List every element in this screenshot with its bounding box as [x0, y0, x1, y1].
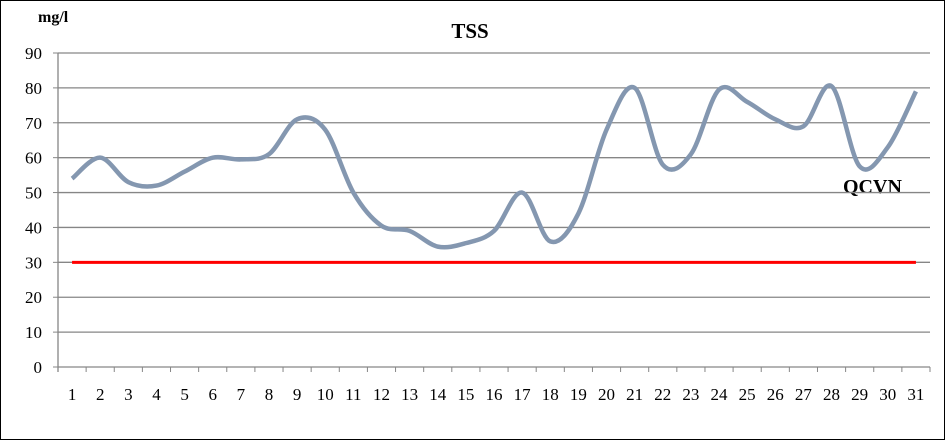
- x-tick-label-9: 9: [293, 385, 302, 404]
- x-tick-label-31: 31: [907, 385, 924, 404]
- x-tick-label-1: 1: [68, 385, 77, 404]
- x-tick-label-20: 20: [598, 385, 615, 404]
- x-tick-label-12: 12: [373, 385, 390, 404]
- x-tick-label-27: 27: [795, 385, 813, 404]
- x-tick-label-24: 24: [711, 385, 729, 404]
- x-tick-label-13: 13: [401, 385, 418, 404]
- x-tick-label-28: 28: [823, 385, 840, 404]
- y-tick-label-0: 0: [34, 358, 43, 377]
- x-tick-label-23: 23: [682, 385, 699, 404]
- x-tick-label-8: 8: [265, 385, 274, 404]
- y-tick-label-20: 20: [25, 288, 42, 307]
- x-tick-label-16: 16: [486, 385, 503, 404]
- x-tick-label-7: 7: [237, 385, 246, 404]
- x-tick-label-6: 6: [208, 385, 217, 404]
- x-tick-label-18: 18: [542, 385, 559, 404]
- x-tick-label-22: 22: [654, 385, 671, 404]
- qcvn-annotation: QCVN: [843, 176, 902, 198]
- x-tick-label-21: 21: [626, 385, 643, 404]
- y-tick-label-60: 60: [25, 149, 42, 168]
- x-tick-label-3: 3: [124, 385, 133, 404]
- x-tick-label-14: 14: [429, 385, 447, 404]
- x-tick-label-5: 5: [180, 385, 189, 404]
- x-tick-label-26: 26: [767, 385, 784, 404]
- y-tick-label-10: 10: [25, 323, 42, 342]
- y-tick-label-30: 30: [25, 253, 42, 272]
- x-tick-label-10: 10: [317, 385, 334, 404]
- x-tick-label-25: 25: [739, 385, 756, 404]
- x-tick-label-15: 15: [457, 385, 474, 404]
- y-tick-label-90: 90: [25, 44, 42, 63]
- x-tick-label-2: 2: [96, 385, 105, 404]
- x-tick-label-19: 19: [570, 385, 587, 404]
- x-tick-label-29: 29: [851, 385, 868, 404]
- chart-title: TSS: [451, 19, 488, 43]
- x-tick-label-4: 4: [152, 385, 161, 404]
- x-tick-label-30: 30: [879, 385, 896, 404]
- y-tick-label-50: 50: [25, 184, 42, 203]
- y-tick-label-70: 70: [25, 114, 42, 133]
- y-tick-label-40: 40: [25, 218, 42, 237]
- tss-series-line: [70, 83, 918, 250]
- y-axis-label: mg/l: [38, 9, 69, 26]
- x-tick-label-17: 17: [514, 385, 532, 404]
- y-tick-label-80: 80: [25, 79, 42, 98]
- x-tick-label-11: 11: [345, 385, 361, 404]
